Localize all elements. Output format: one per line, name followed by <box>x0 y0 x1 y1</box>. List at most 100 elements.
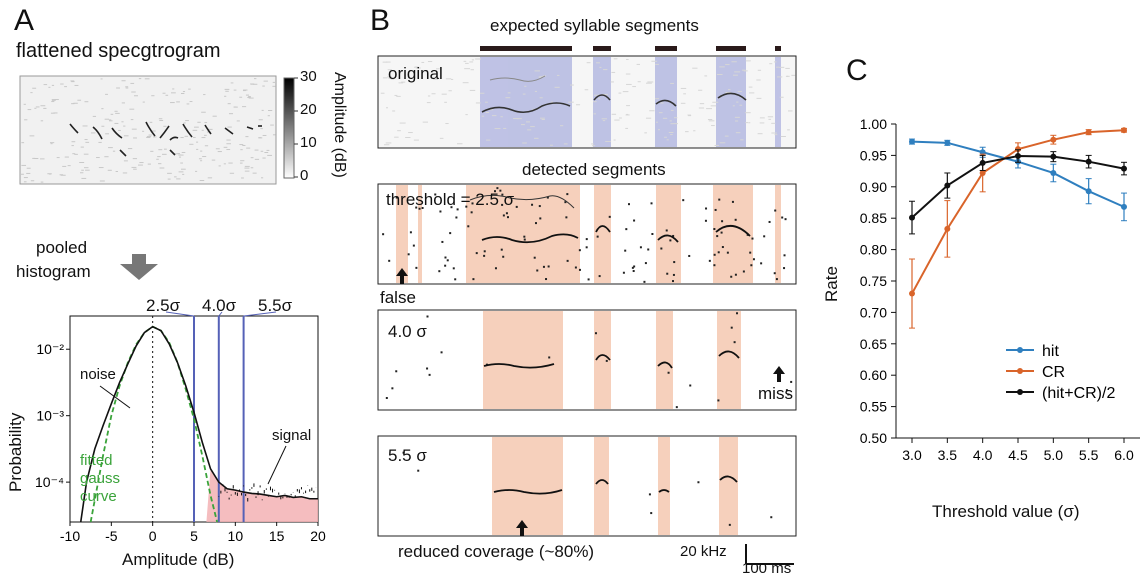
noise-speck <box>242 144 246 146</box>
noise-speck <box>239 96 243 98</box>
noise-speck <box>171 92 176 94</box>
noise-speck <box>148 134 152 136</box>
detected-speck <box>501 203 504 206</box>
detected-speck <box>449 232 452 235</box>
noise-speck <box>134 95 138 97</box>
scale-freq-label: 20 kHz <box>680 543 727 560</box>
detected-speck <box>644 262 647 265</box>
detected-speck <box>608 215 611 218</box>
noise-speck <box>385 61 391 63</box>
noise-speck <box>233 106 238 108</box>
noise-speck <box>431 93 436 95</box>
sigma-label-4-0: 4.0σ <box>202 296 237 315</box>
noise-speck <box>21 173 24 175</box>
noise-speck <box>51 101 55 103</box>
noise-speck <box>584 89 589 91</box>
noise-speck <box>204 134 207 136</box>
noise-speck <box>708 120 715 122</box>
detected-speck <box>418 207 421 210</box>
detected-speck <box>385 397 388 400</box>
noise-speck <box>688 115 692 117</box>
detected-speck <box>574 266 577 269</box>
noise-speck <box>731 61 737 63</box>
noise-speck <box>43 84 48 86</box>
detected-speck <box>774 209 777 212</box>
noise-speck <box>104 118 110 120</box>
noise-speck <box>192 136 196 138</box>
noise-speck <box>242 90 246 92</box>
detected-speck <box>434 193 437 196</box>
y-tick-label: 0.95 <box>860 147 887 163</box>
noise-speck <box>725 64 730 66</box>
noise-speck <box>59 174 64 176</box>
detected-speck <box>639 246 642 249</box>
noise-speck <box>90 132 96 134</box>
noise-annotation: noise <box>80 366 116 383</box>
noise-speck <box>51 84 55 86</box>
false-label: false <box>380 288 416 307</box>
noise-speck <box>162 92 166 94</box>
detected-speck <box>471 202 474 205</box>
rate-ylabel: Rate <box>822 266 841 302</box>
noise-speck <box>787 129 790 131</box>
noise-speck <box>743 70 748 72</box>
noise-speck <box>464 68 471 70</box>
noise-speck <box>262 85 265 87</box>
noise-speck <box>556 74 560 76</box>
detected-speck <box>395 196 398 199</box>
noise-speck <box>470 69 474 71</box>
noise-speck <box>719 142 726 144</box>
legend-marker <box>1017 368 1023 374</box>
noise-speck <box>34 158 39 160</box>
noise-speck <box>262 157 266 159</box>
y-tick-label: 0.90 <box>860 179 887 195</box>
detected-speck <box>566 259 569 262</box>
noise-speck <box>74 84 79 86</box>
noise-speck <box>146 137 151 139</box>
noise-speck <box>513 118 519 120</box>
legend-marker <box>1017 347 1023 353</box>
noise-speck <box>737 90 742 92</box>
detected-speck <box>483 250 486 253</box>
noise-speck <box>218 165 221 167</box>
noise-speck <box>706 108 712 110</box>
noise-speck <box>427 61 433 63</box>
noise-pointer <box>99 385 131 409</box>
x-tick-label: 5.0 <box>1044 447 1064 463</box>
detected-speck <box>421 206 424 209</box>
noise-speck <box>92 115 97 117</box>
y-tick-label: 10⁻⁴ <box>35 474 64 490</box>
noise-speck <box>422 121 428 123</box>
spectrogram-syllables <box>69 121 262 157</box>
spectrogram-title: flattened specgtrogram <box>16 40 221 62</box>
detected-speck <box>415 206 418 209</box>
noise-speck <box>785 67 790 69</box>
noise-speck <box>732 105 735 107</box>
histogram-label: histogram <box>16 262 91 281</box>
detected-speck <box>787 393 790 396</box>
noise-speck <box>99 180 105 182</box>
detected-speck <box>578 249 581 252</box>
noise-speck <box>791 74 796 76</box>
noise-speck <box>610 81 614 83</box>
detected-speck <box>538 205 541 208</box>
noise-speck <box>201 129 204 131</box>
detected-speck <box>783 254 786 257</box>
noise-speck <box>735 132 741 134</box>
noise-speck <box>267 115 270 117</box>
noise-speck <box>719 66 725 68</box>
noise-speck <box>192 129 198 131</box>
noise-speck <box>105 133 109 135</box>
noise-speck <box>252 172 257 174</box>
noise-speck <box>554 86 560 88</box>
detected-speck <box>523 238 526 241</box>
noise-speck <box>685 131 689 133</box>
spectrogram-noise <box>21 78 276 183</box>
noise-speck <box>125 86 129 88</box>
noise-speck <box>272 85 276 87</box>
fitted-annotation: gauss <box>80 470 121 487</box>
noise-speck <box>471 59 475 61</box>
noise-speck <box>131 166 137 168</box>
colorbar-tick: 20 <box>300 101 317 118</box>
